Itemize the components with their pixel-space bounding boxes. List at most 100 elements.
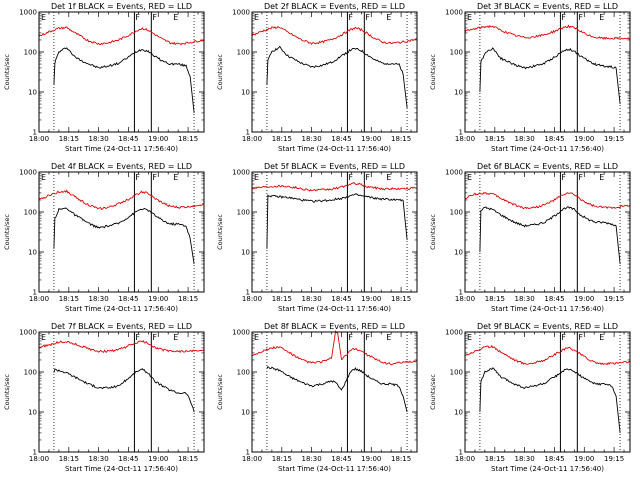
x-axis-label: Start Time (24-Oct-11 17:56:40) <box>65 145 178 153</box>
marker-label: F <box>348 333 353 342</box>
series-line-events <box>479 206 621 265</box>
x-tick-label: 19:00 <box>361 295 381 303</box>
marker-label: F <box>578 173 583 182</box>
marker-label: F <box>152 13 157 22</box>
y-axis-label: Counts/sec <box>3 214 11 250</box>
y-axis-label: Counts/sec <box>216 374 224 410</box>
y-tick-label: 1 <box>33 129 37 137</box>
y-tick-label: 1000 <box>445 329 463 337</box>
x-tick-label: 19:15 <box>604 455 624 463</box>
marker-label: E <box>386 333 391 342</box>
plot-frame <box>251 331 418 453</box>
y-axis-label: Counts/sec <box>3 374 11 410</box>
series-line-lld <box>464 344 631 366</box>
x-tick-label: 19:00 <box>361 455 381 463</box>
subplot-3: Det 3f BLACK = Events, RED = LLD Counts/s… <box>429 2 631 153</box>
x-tick-label: 18:30 <box>302 135 322 143</box>
x-tick-label: 18:00 <box>455 455 475 463</box>
x-axis-label: Start Time (24-Oct-11 17:56:40) <box>65 465 178 473</box>
marker-label: F <box>365 173 370 182</box>
y-tick-label: 10 <box>28 89 37 97</box>
marker-label: E <box>467 13 472 22</box>
marker-label: F <box>135 13 140 22</box>
x-tick-label: 18:15 <box>178 135 198 143</box>
y-tick-label: 10 <box>28 249 37 257</box>
marker-label: F <box>152 333 157 342</box>
subplot-title: Det 4f BLACK = Events, RED = LLD <box>51 162 192 171</box>
marker-label: E <box>41 333 46 342</box>
y-axis-label: Counts/sec <box>3 54 11 90</box>
plot-frame <box>38 171 205 293</box>
x-tick-label: 18:30 <box>515 455 535 463</box>
x-tick-label: 18:45 <box>331 455 351 463</box>
y-tick-label: 1 <box>459 129 463 137</box>
x-axis-label: Start Time (24-Oct-11 17:56:40) <box>65 305 178 313</box>
x-axis-label: Start Time (24-Oct-11 17:56:40) <box>491 465 604 473</box>
marker-label: F <box>561 333 566 342</box>
x-tick-label: 19:00 <box>574 135 594 143</box>
subplot-2: Det 2f BLACK = Events, RED = LLD Counts/s… <box>216 2 418 153</box>
subplot-6: Det 6f BLACK = Events, RED = LLD Counts/s… <box>429 162 631 313</box>
x-tick-label: 18:45 <box>118 455 138 463</box>
x-tick-label: 18:00 <box>29 295 49 303</box>
y-tick-label: 100 <box>24 369 37 377</box>
subplot-9: Det 9f BLACK = Events, RED = LLD Counts/s… <box>429 322 631 473</box>
x-tick-label: 18:00 <box>455 295 475 303</box>
y-tick-label: 1 <box>246 449 250 457</box>
y-tick-label: 1000 <box>232 169 250 177</box>
marker-label: E <box>599 333 604 342</box>
y-tick-label: 100 <box>24 209 37 217</box>
y-tick-label: 100 <box>237 369 250 377</box>
x-tick-label: 18:15 <box>59 455 79 463</box>
y-tick-label: 100 <box>237 209 250 217</box>
series-line-lld <box>251 182 418 192</box>
y-tick-label: 10 <box>454 249 463 257</box>
marker-label: E <box>467 333 472 342</box>
marker-label: F <box>365 13 370 22</box>
marker-label: F <box>578 333 583 342</box>
series-line-events <box>266 366 408 413</box>
x-tick-label: 18:15 <box>391 295 411 303</box>
plot-frame <box>38 11 205 133</box>
y-tick-label: 100 <box>450 209 463 217</box>
plot-frame <box>38 331 205 453</box>
x-axis-label: Start Time (24-Oct-11 17:56:40) <box>491 145 604 153</box>
x-tick-label: 18:00 <box>242 455 262 463</box>
marker-label: F <box>365 333 370 342</box>
x-tick-label: 19:00 <box>361 135 381 143</box>
x-tick-label: 18:30 <box>89 295 109 303</box>
x-tick-label: 18:45 <box>331 295 351 303</box>
x-tick-label: 18:15 <box>485 295 505 303</box>
y-axis-label: Counts/sec <box>429 374 437 410</box>
plot-frame <box>464 11 631 133</box>
y-tick-label: 10 <box>454 89 463 97</box>
y-tick-label: 1000 <box>445 169 463 177</box>
x-tick-label: 18:30 <box>515 135 535 143</box>
x-tick-label: 18:15 <box>272 295 292 303</box>
series-line-lld <box>38 340 205 354</box>
y-tick-label: 1 <box>246 129 250 137</box>
subplot-title: Det 3f BLACK = Events, RED = LLD <box>477 2 618 11</box>
y-tick-label: 1 <box>459 449 463 457</box>
y-tick-label: 1000 <box>232 329 250 337</box>
x-tick-label: 18:15 <box>391 135 411 143</box>
series-line-lld <box>38 26 205 46</box>
marker-label: E <box>254 173 259 182</box>
subplot-4: Det 4f BLACK = Events, RED = LLD Counts/s… <box>3 162 205 313</box>
marker-label: E <box>41 13 46 22</box>
y-tick-label: 10 <box>241 89 250 97</box>
y-tick-label: 100 <box>450 369 463 377</box>
series-line-lld <box>251 330 418 366</box>
y-tick-label: 1 <box>33 449 37 457</box>
x-tick-label: 18:30 <box>89 135 109 143</box>
series-line-events <box>53 47 195 113</box>
y-tick-label: 10 <box>28 409 37 417</box>
subplot-title: Det 8f BLACK = Events, RED = LLD <box>264 322 405 331</box>
x-tick-label: 19:00 <box>148 455 168 463</box>
subplot-title: Det 5f BLACK = Events, RED = LLD <box>264 162 405 171</box>
x-tick-label: 18:30 <box>302 455 322 463</box>
x-tick-label: 18:15 <box>485 135 505 143</box>
plot-frame <box>464 331 631 453</box>
x-tick-label: 19:00 <box>148 295 168 303</box>
